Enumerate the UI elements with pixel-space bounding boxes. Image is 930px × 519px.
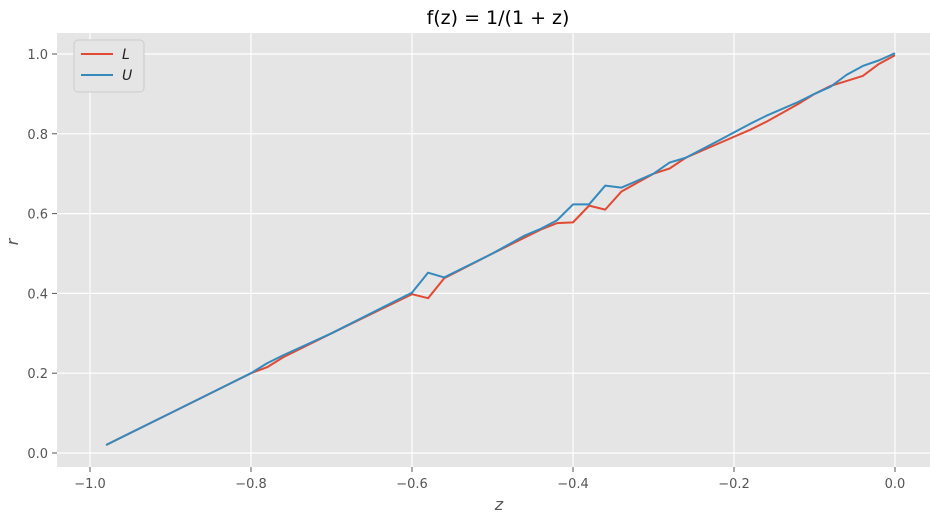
series-layer: [105, 52, 896, 446]
y-axis-ticks: 0.0 0.2 0.4 0.6 0.8 1.0: [27, 48, 57, 462]
x-axis-ticks: −1.0 −0.8 −0.6 −0.4 −0.2 0.0: [74, 467, 905, 492]
x-tick-label: −1.0: [74, 477, 106, 492]
y-tick-label: 0.8: [27, 128, 48, 143]
x-axis-label: z: [494, 495, 504, 514]
legend-box: [73, 39, 145, 93]
x-tick-label: −0.4: [557, 477, 589, 492]
chart-title: f(z) = 1/(1 + z): [427, 7, 570, 29]
grid: [57, 33, 930, 467]
series-line-u: [105, 52, 896, 446]
y-tick-label: 0.2: [27, 367, 48, 382]
y-tick-label: 0.6: [27, 208, 48, 223]
x-tick-label: 0.0: [885, 477, 906, 492]
y-tick-label: 0.4: [27, 287, 48, 302]
x-tick-label: −0.8: [235, 477, 267, 492]
plot-area: [57, 33, 930, 467]
x-tick-label: −0.2: [718, 477, 750, 492]
y-tick-label: 0.0: [27, 447, 48, 462]
y-tick-label: 1.0: [27, 48, 48, 63]
legend-label-l: L: [122, 47, 130, 63]
legend: LU: [73, 39, 145, 93]
x-tick-label: −0.6: [396, 477, 428, 492]
legend-label-u: U: [122, 68, 132, 84]
y-axis-label: r: [3, 237, 22, 245]
